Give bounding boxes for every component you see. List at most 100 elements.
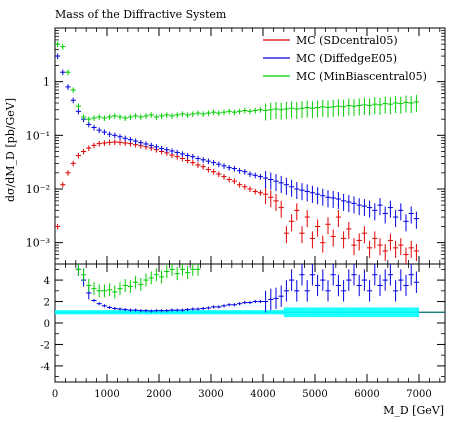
ratio-point-2 xyxy=(86,279,92,292)
data-point-mc-minbiascentral05- xyxy=(278,102,284,120)
data-point-mc-minbiascentral05- xyxy=(112,113,118,119)
data-point-mc-sdcentral05- xyxy=(299,226,305,244)
data-point-mc-minbiascentral05- xyxy=(367,98,373,116)
data-point-mc-diffedgee05- xyxy=(403,214,409,232)
data-point-mc-diffedgee05- xyxy=(263,171,269,189)
data-point-mc-diffedgee05- xyxy=(247,171,253,178)
ratio-point-1 xyxy=(257,299,263,304)
data-point-mc-minbiascentral05- xyxy=(200,111,206,117)
data-point-mc-sdcentral05- xyxy=(190,159,196,166)
ratio-point-0 xyxy=(387,307,393,318)
data-point-mc-diffedgee05- xyxy=(101,129,107,136)
data-point-mc-sdcentral05- xyxy=(185,157,191,164)
data-point-mc-diffedgee05- xyxy=(252,172,258,179)
ratio-point-0 xyxy=(107,310,113,315)
data-point-mc-diffedgee05- xyxy=(387,200,393,218)
data-point-mc-sdcentral05- xyxy=(309,231,315,249)
ratio-point-0 xyxy=(133,310,139,315)
data-point-mc-sdcentral05- xyxy=(247,186,253,192)
data-point-mc-diffedgee05- xyxy=(174,149,180,156)
data-point-mc-diffedgee05- xyxy=(268,172,274,190)
data-point-mc-minbiascentral05- xyxy=(237,108,243,115)
ratio-point-1 xyxy=(356,274,362,297)
ratio-point-0 xyxy=(96,310,102,315)
data-point-mc-diffedgee05- xyxy=(367,200,373,218)
ratio-point-1 xyxy=(413,271,419,293)
data-point-mc-sdcentral05- xyxy=(70,160,76,167)
ratio-point-1 xyxy=(351,264,357,286)
data-point-mc-minbiascentral05- xyxy=(320,99,326,117)
data-point-mc-sdcentral05- xyxy=(237,182,243,188)
ratio-point-2 xyxy=(174,267,180,281)
data-point-mc-minbiascentral05- xyxy=(257,107,263,113)
ratio-point-0 xyxy=(55,310,61,315)
data-point-mc-sdcentral05- xyxy=(377,238,383,256)
ratio-point-1 xyxy=(237,302,243,306)
data-point-mc-minbiascentral05- xyxy=(138,114,144,120)
data-point-mc-sdcentral05- xyxy=(335,210,341,228)
data-point-mc-minbiascentral05- xyxy=(133,113,139,119)
ratio-point-1 xyxy=(133,308,139,312)
data-point-mc-sdcentral05- xyxy=(393,240,399,258)
x-tick-label: 4000 xyxy=(250,389,275,400)
data-point-mc-diffedgee05- xyxy=(200,157,206,163)
data-point-mc-diffedgee05- xyxy=(122,135,128,142)
data-point-mc-sdcentral05- xyxy=(112,139,118,146)
data-point-mc-minbiascentral05- xyxy=(304,100,310,118)
data-point-mc-sdcentral05- xyxy=(101,140,107,146)
data-point-mc-diffedgee05- xyxy=(341,193,347,211)
data-point-mc-sdcentral05- xyxy=(242,184,248,190)
data-point-mc-diffedgee05- xyxy=(361,199,367,217)
ratio-point-0 xyxy=(408,307,414,318)
data-point-mc-diffedgee05- xyxy=(325,190,331,208)
ratio-point-1 xyxy=(122,307,128,312)
ratio-point-1 xyxy=(299,264,305,286)
data-point-mc-minbiascentral05- xyxy=(75,103,81,110)
data-point-mc-minbiascentral05- xyxy=(101,115,107,122)
ratio-point-0 xyxy=(294,307,300,318)
ratio-point-0 xyxy=(216,310,222,315)
data-point-mc-diffedgee05- xyxy=(185,152,191,159)
ratio-point-1 xyxy=(252,299,258,304)
ratio-point-0 xyxy=(309,307,315,318)
ratio-point-0 xyxy=(81,310,87,315)
ratio-point-2 xyxy=(138,277,144,291)
data-point-mc-diffedgee05- xyxy=(70,97,76,104)
ratio-point-0 xyxy=(398,307,404,318)
data-point-mc-diffedgee05- xyxy=(273,174,279,192)
data-point-mc-diffedgee05- xyxy=(294,181,300,200)
data-point-mc-sdcentral05- xyxy=(117,139,123,146)
data-point-mc-minbiascentral05- xyxy=(70,87,76,93)
ratio-y-tick-label: -2 xyxy=(40,340,50,351)
data-point-mc-minbiascentral05- xyxy=(356,98,362,116)
ratio-point-1 xyxy=(382,269,388,291)
ratio-point-1 xyxy=(309,264,315,286)
data-point-mc-minbiascentral05- xyxy=(216,110,222,117)
data-point-mc-minbiascentral05- xyxy=(86,116,92,123)
ratio-point-1 xyxy=(372,264,378,286)
ratio-point-0 xyxy=(101,310,107,315)
data-point-mc-minbiascentral05- xyxy=(335,99,341,117)
data-point-mc-minbiascentral05- xyxy=(174,112,180,118)
ratio-point-0 xyxy=(211,310,217,315)
ratio-point-0 xyxy=(247,310,253,315)
data-point-mc-minbiascentral05- xyxy=(221,109,227,116)
ratio-point-1 xyxy=(226,303,232,307)
data-point-mc-minbiascentral05- xyxy=(283,101,289,119)
data-point-mc-minbiascentral05- xyxy=(330,99,336,117)
data-point-mc-diffedgee05- xyxy=(221,163,227,169)
ratio-point-1 xyxy=(335,274,341,297)
data-point-mc-minbiascentral05- xyxy=(346,98,352,116)
data-point-mc-sdcentral05- xyxy=(226,176,232,183)
ratio-point-1 xyxy=(289,269,295,291)
ratio-point-2 xyxy=(91,282,97,296)
ratio-point-2 xyxy=(195,264,201,276)
data-point-mc-minbiascentral05- xyxy=(382,96,388,114)
ratio-point-0 xyxy=(252,310,258,315)
ratio-point-1 xyxy=(185,307,191,312)
ratio-point-2 xyxy=(117,282,123,296)
y-tick-label: 10⁻² xyxy=(26,183,50,196)
y-tick-label: 10⁻³ xyxy=(26,237,50,250)
data-point-mc-diffedgee05- xyxy=(107,131,113,138)
ratio-point-0 xyxy=(382,307,388,318)
